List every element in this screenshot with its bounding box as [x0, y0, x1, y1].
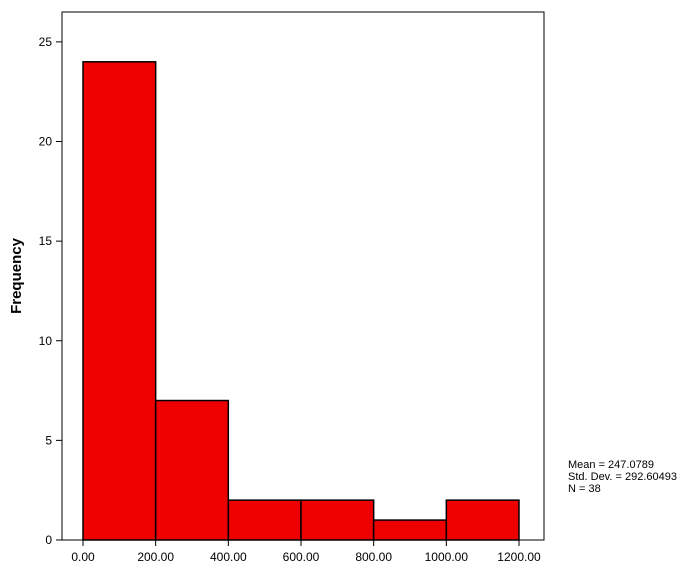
y-tick-label: 10 [39, 334, 53, 348]
histogram-bar [372, 519, 448, 541]
stats-n: N = 38 [568, 483, 601, 495]
x-tick-label: 0.00 [71, 550, 95, 564]
stats-box: Mean = 247.0789 Std. Dev. = 292.60493 N … [568, 459, 677, 495]
histogram-bar [154, 399, 230, 541]
y-axis: 0 5 10 15 20 25 [39, 35, 62, 547]
x-tick-label: 200.00 [137, 550, 174, 564]
y-tick-label: 20 [39, 135, 53, 149]
x-tick-label: 1200.00 [497, 550, 541, 564]
x-tick-label: 1000.00 [425, 550, 469, 564]
x-axis: 0.00 200.00 400.00 600.00 800.00 1000.00 1200.… [71, 540, 541, 564]
x-tick-label: 600.00 [283, 550, 320, 564]
y-tick-label: 15 [39, 234, 53, 248]
y-tick-label: 0 [45, 533, 52, 547]
histogram-bar [300, 499, 375, 541]
stats-std-dev: Std. Dev. = 292.60493 [568, 471, 677, 483]
x-tick-label: 800.00 [355, 550, 392, 564]
histogram-bar [227, 499, 302, 541]
y-tick-label: 5 [45, 433, 52, 447]
histogram-bar [82, 61, 157, 541]
y-axis-label: Frequency [8, 237, 25, 314]
bars-group [82, 61, 520, 541]
y-tick-label: 25 [39, 35, 53, 49]
x-tick-label: 400.00 [210, 550, 247, 564]
histogram-bar [445, 499, 520, 541]
stats-mean: Mean = 247.0789 [568, 459, 654, 471]
